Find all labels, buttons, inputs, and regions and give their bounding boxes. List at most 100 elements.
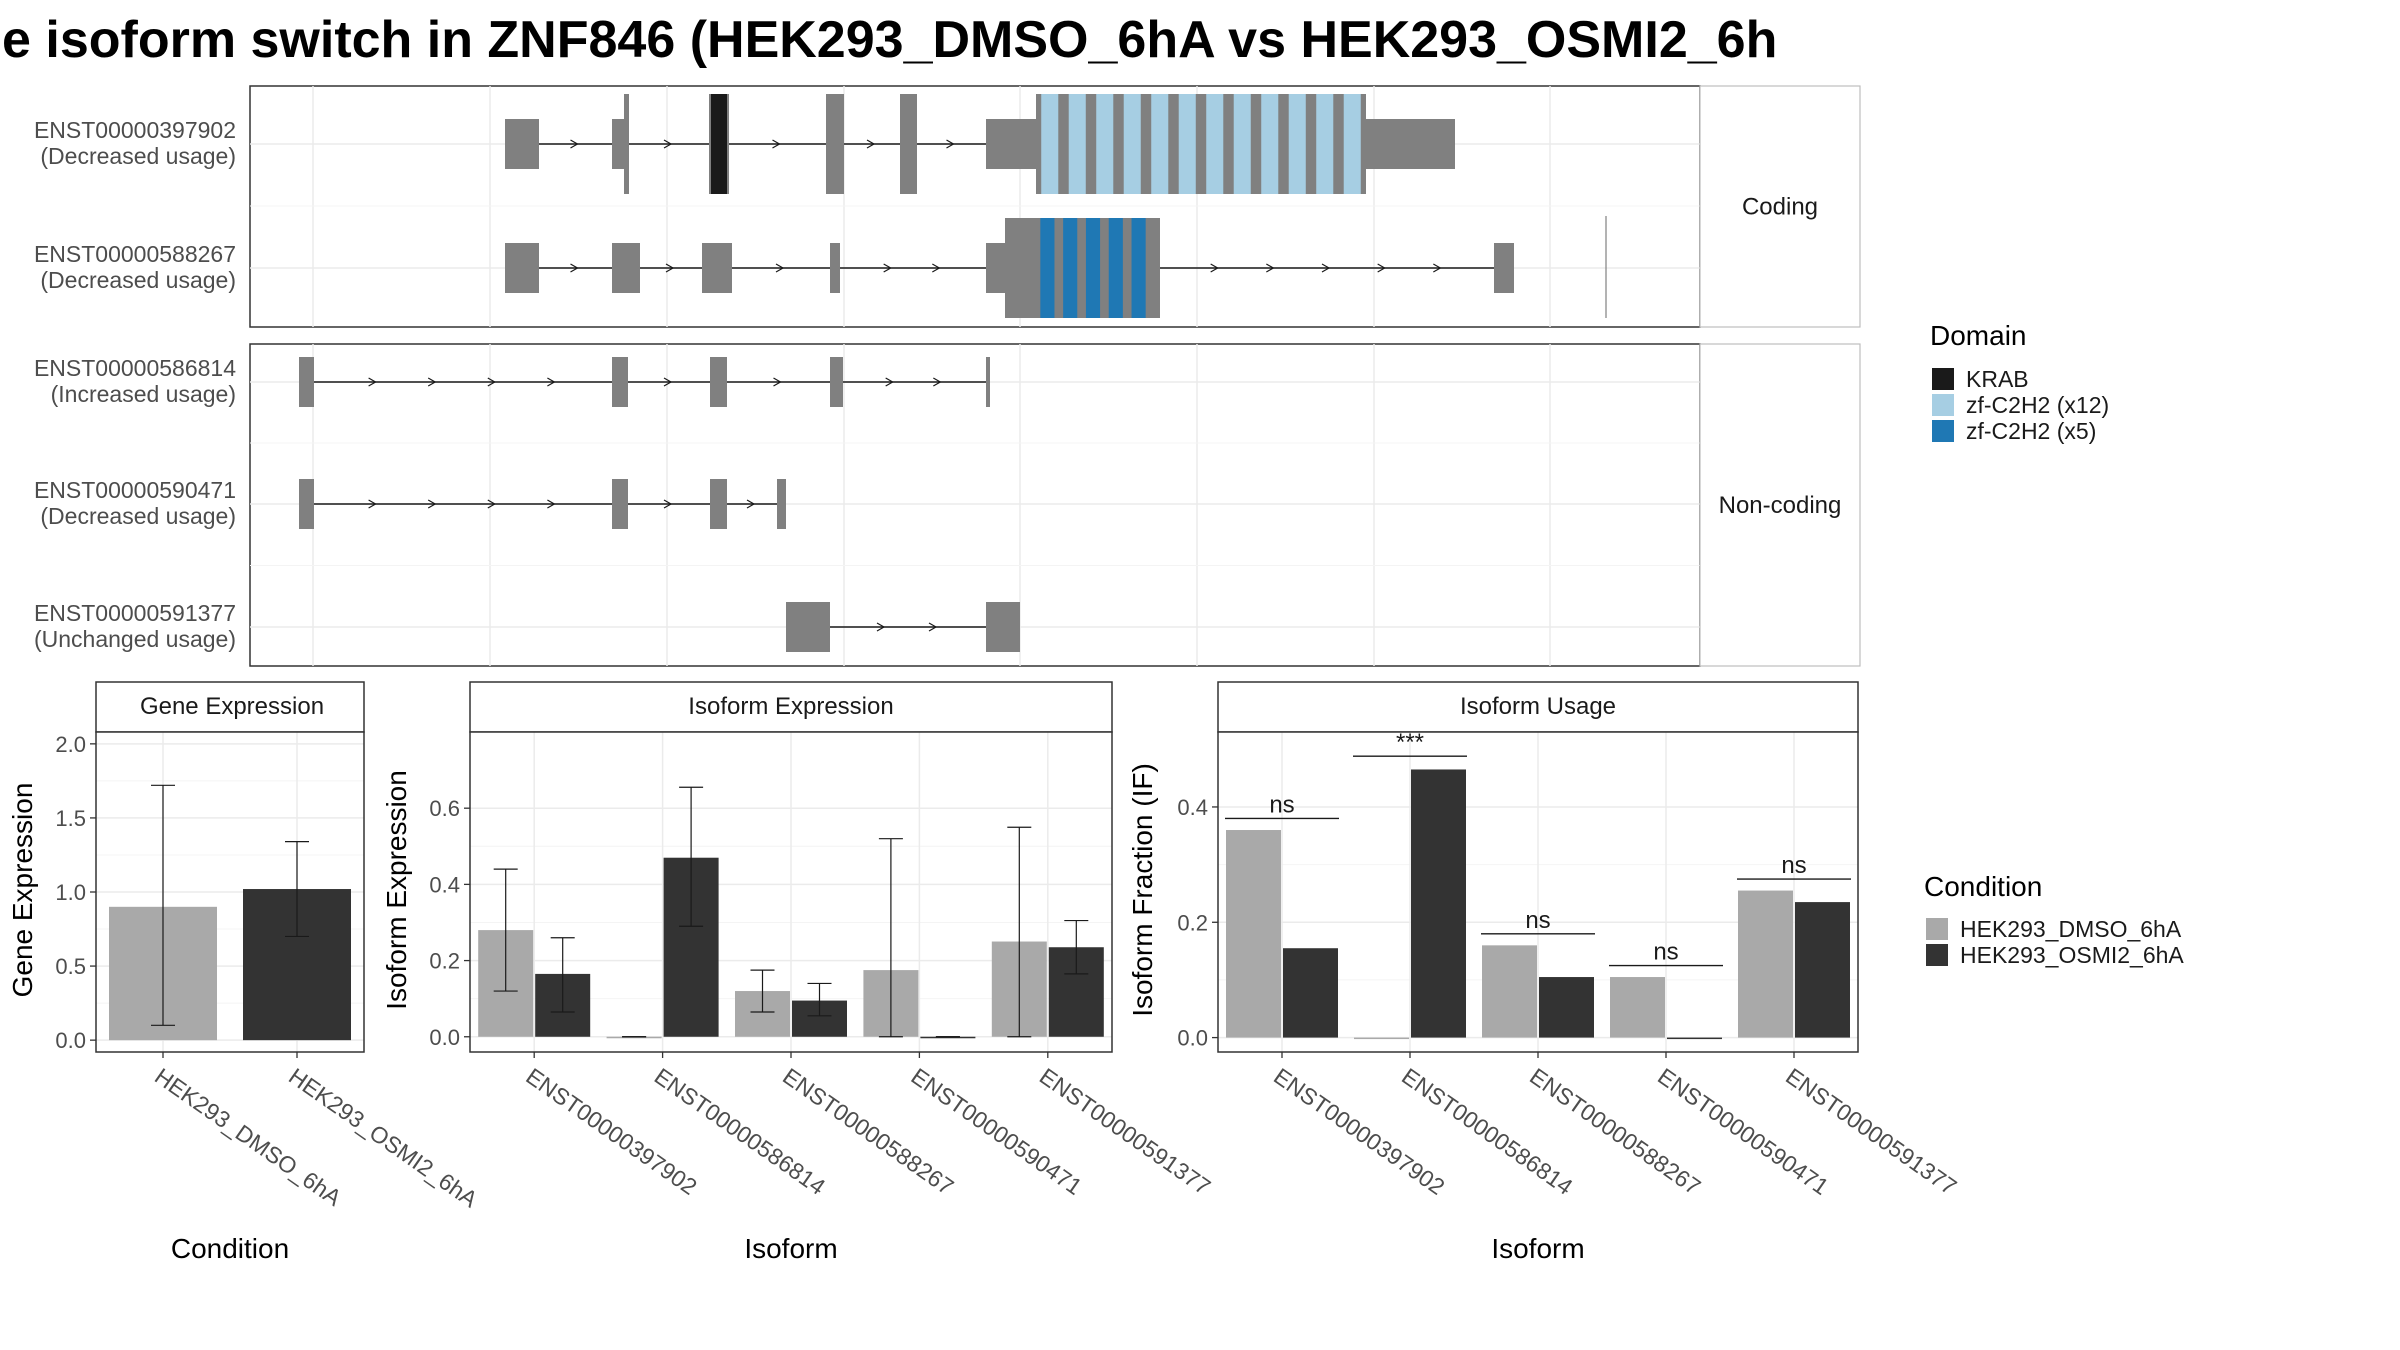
condition-legend-label: HEK293_DMSO_6hA xyxy=(1960,916,2182,942)
intron-arrow xyxy=(665,263,675,273)
intron-arrow xyxy=(883,263,892,273)
intron-arrow xyxy=(368,499,377,509)
intron-arrow xyxy=(547,499,556,509)
intron-arrow xyxy=(663,377,673,387)
domain-zf12-block xyxy=(1261,94,1279,194)
intron-arrow xyxy=(487,377,497,387)
condition-legend-swatch-dmso xyxy=(1926,918,1948,940)
domain-zf5-block xyxy=(1085,218,1101,318)
bar-osmi xyxy=(920,1036,976,1039)
intron-arrow xyxy=(547,377,556,387)
intron-arrow xyxy=(487,499,497,509)
domain-zf5-block xyxy=(1131,218,1146,318)
condition-legend-swatch-osmi xyxy=(1926,944,1948,966)
exon-block xyxy=(612,357,628,407)
bar-dmso xyxy=(1226,830,1281,1038)
domain-zf12-block xyxy=(1068,94,1086,194)
isoform-expression-strip-title: Isoform Expression xyxy=(688,693,893,720)
isoform-usage-strip-title: Isoform Usage xyxy=(1460,693,1616,720)
bar-osmi xyxy=(1539,977,1594,1038)
utr-block xyxy=(830,243,840,293)
exon-block xyxy=(612,479,628,529)
significance-label: ns xyxy=(1269,791,1294,818)
bar-dmso xyxy=(1354,1037,1409,1040)
domain-zf12-block xyxy=(1178,94,1196,194)
y-tick-label: 0.0 xyxy=(55,1028,86,1053)
transcript-id: ENST00000586814 xyxy=(34,355,236,381)
transcript-id: ENST00000591377 xyxy=(34,600,236,626)
significance-label: ns xyxy=(1653,939,1678,966)
y-tick-label: 1.0 xyxy=(55,880,86,905)
transcript-track: ENST00000591377(Unchanged usage) xyxy=(34,600,1020,652)
bar-dmso xyxy=(1482,945,1537,1038)
domain-zf12-block xyxy=(1151,94,1169,194)
domain-zf5-block xyxy=(1040,218,1055,318)
utr-block xyxy=(986,243,1005,293)
domain-zf12-block xyxy=(1233,94,1251,194)
utr-block xyxy=(505,243,539,293)
bar-dmso xyxy=(606,1036,662,1039)
exon-block xyxy=(830,357,843,407)
intron-arrow xyxy=(1377,263,1386,273)
isoform-expression-y-title: Isoform Expression xyxy=(381,770,412,1010)
significance-label: *** xyxy=(1396,729,1424,756)
exon-block xyxy=(900,94,917,194)
intron-arrow xyxy=(663,499,673,509)
exon-block xyxy=(786,602,830,652)
exon-block xyxy=(986,602,1020,652)
transcript-usage: (Decreased usage) xyxy=(40,267,236,293)
exon-block xyxy=(1036,94,1366,194)
transcript-id: ENST00000588267 xyxy=(34,241,236,267)
domain-legend-label: zf-C2H2 (x12) xyxy=(1966,392,2109,418)
structure-panel-frame xyxy=(249,343,1701,667)
utr-block xyxy=(1366,119,1455,169)
y-tick-label: 0.4 xyxy=(1177,795,1208,820)
intron-arrow xyxy=(885,377,894,387)
domain-legend-swatch-zf12 xyxy=(1932,394,1954,416)
domain-legend-title: Domain xyxy=(1930,320,2026,351)
condition-legend-label: HEK293_OSMI2_6hA xyxy=(1960,942,2184,968)
figure-title: e isoform switch in ZNF846 (HEK293_DMSO_… xyxy=(2,11,1777,69)
domain-zf12-block xyxy=(1343,94,1361,194)
domain-zf12-block xyxy=(1206,94,1224,194)
exon-block xyxy=(624,94,629,194)
gene-expression-y-title: Gene Expression xyxy=(7,783,38,998)
intron-arrow xyxy=(427,377,437,387)
structure-facet-strip xyxy=(1699,85,1861,328)
condition-legend: Condition HEK293_DMSO_6hAHEK293_OSMI2_6h… xyxy=(1924,871,2184,968)
domain-zf5-block xyxy=(1108,218,1123,318)
intron-arrow xyxy=(946,139,955,149)
structure-group-non-coding: Non-coding ENST00000586814(Increased usag… xyxy=(34,343,1861,667)
isoform-expression-x-title: Isoform xyxy=(744,1233,837,1264)
y-tick-label: 0.0 xyxy=(1177,1026,1208,1051)
bar-dmso xyxy=(1610,977,1665,1038)
exon-block xyxy=(710,479,727,529)
intron-arrow xyxy=(663,139,673,149)
bar-osmi xyxy=(1667,1037,1722,1040)
intron-arrow xyxy=(775,263,785,273)
domain-legend-label: KRAB xyxy=(1966,366,2029,392)
gene-expression-x-title: Condition xyxy=(171,1233,289,1264)
transcript-track: ENST00000397902(Decreased usage) xyxy=(34,94,1455,194)
domain-zf12-block xyxy=(1288,94,1306,194)
structure-facet-strip xyxy=(1699,343,1861,667)
panel-strip xyxy=(95,681,365,733)
intron-arrow xyxy=(773,377,782,387)
isoform-usage-x-title: Isoform xyxy=(1491,1233,1584,1264)
transcript-id: ENST00000397902 xyxy=(34,117,236,143)
intron-arrow xyxy=(746,499,756,509)
isoform-expression-panel: 0.00.20.40.6ENST00000397902ENST000005868… xyxy=(381,681,1215,1264)
intron-arrow xyxy=(1266,263,1275,273)
intron-arrow xyxy=(1321,263,1331,273)
bar-osmi xyxy=(1411,769,1466,1038)
y-tick-label: 0.0 xyxy=(429,1025,460,1050)
exon-block xyxy=(299,357,314,407)
intron-arrow xyxy=(876,622,886,632)
utr-block xyxy=(612,119,624,169)
domain-zf12-block xyxy=(1096,94,1114,194)
exon-block xyxy=(777,479,786,529)
panel-strip xyxy=(1217,681,1859,733)
transcript-id: ENST00000590471 xyxy=(34,477,236,503)
